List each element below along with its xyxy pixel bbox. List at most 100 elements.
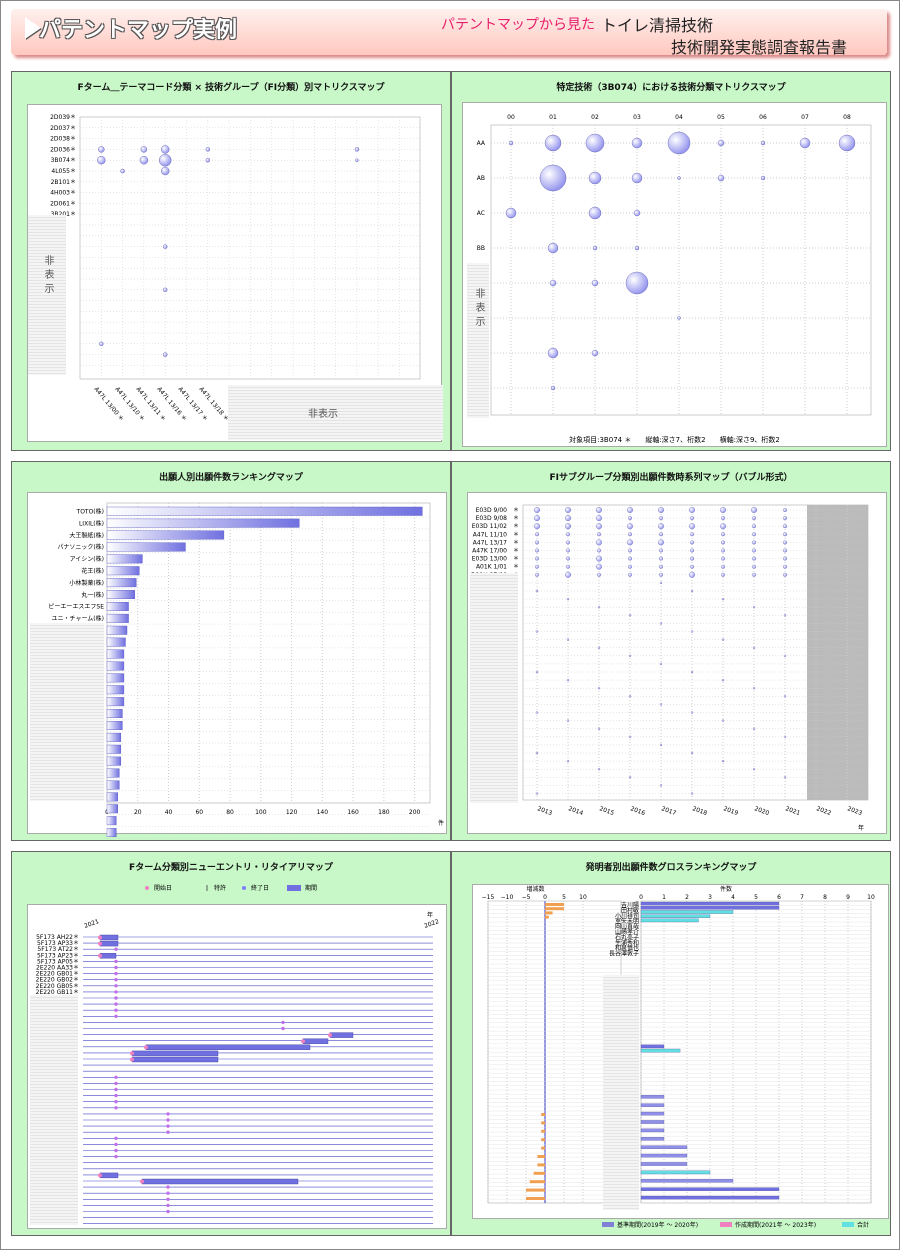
row-label: 2E220 GB01＊	[36, 971, 79, 978]
col-label: 03	[633, 114, 641, 121]
bubble	[752, 564, 756, 569]
change-bar	[529, 1180, 545, 1184]
bubble	[544, 134, 562, 152]
end-marker	[114, 990, 118, 994]
bubble	[721, 678, 725, 682]
tick-label: 140	[317, 809, 329, 816]
axis-title-left: 増減数	[526, 885, 544, 893]
bubble	[717, 174, 725, 182]
bubble	[659, 743, 663, 747]
bubble	[783, 556, 787, 561]
panel-title: 特定技術（3B074）における技術分類マトリクスマップ	[556, 83, 786, 93]
period-bar	[99, 940, 119, 947]
bubble	[205, 147, 211, 152]
end-marker	[242, 886, 246, 890]
row-label: 5F173 AP23＊	[37, 952, 79, 959]
bubble	[658, 539, 664, 546]
ranking-chart: 020406080100120140160180200件TOTO(株)LIXIL…	[48, 502, 444, 839]
tick-label: 100	[255, 809, 267, 816]
year-label: 2022	[815, 805, 832, 817]
bubble	[689, 523, 695, 530]
change-bar	[545, 915, 549, 919]
panel-inventor-ranking: 発明者別出願件数グロスランキングマップ 増減数 件数 −15 −10 −5 0 5 10 0 1 2…	[451, 851, 891, 1236]
bar	[106, 816, 117, 826]
change-bar	[526, 1197, 545, 1200]
bubble	[591, 349, 599, 357]
bubble	[547, 347, 559, 359]
change-bar	[537, 1155, 545, 1158]
bubble	[597, 646, 601, 649]
inventor-label: 長谷澤敦子	[609, 950, 639, 958]
end-marker	[114, 1075, 118, 1079]
plot-frame	[79, 116, 421, 380]
matrix-chart: 2D039＊ 2D037＊ 2D038＊ 2D036＊ 3B074＊ 4L055＊ 2B10…	[50, 114, 421, 423]
row-label: 2E220 GB05＊	[36, 983, 79, 990]
tick-label: 6	[777, 894, 781, 901]
row-label: 2D037＊	[50, 125, 76, 132]
end-label: 2022	[423, 918, 440, 930]
bubble	[162, 287, 168, 293]
hidden-rows-label: 非表示	[473, 288, 484, 330]
tick-label: 40	[165, 809, 173, 816]
row-label: 2B101＊	[51, 179, 76, 186]
bubble	[547, 242, 559, 254]
count-bar	[640, 910, 734, 914]
bubble	[752, 524, 756, 529]
col-label: 01	[549, 114, 557, 121]
year-label: 2021	[784, 805, 801, 817]
row-label: 4L055＊	[51, 168, 76, 175]
bubble	[597, 532, 601, 537]
bar	[106, 578, 137, 588]
bubble	[659, 622, 663, 625]
bubble	[565, 515, 571, 522]
period-bar	[131, 1056, 219, 1063]
bubble	[566, 548, 570, 553]
bubble	[139, 156, 149, 165]
bubble	[783, 654, 787, 657]
end-marker	[114, 996, 118, 1000]
bubble	[659, 572, 663, 577]
bubble	[689, 507, 695, 513]
bubble	[565, 507, 571, 513]
panel-title: Fターム分類別ニューエントリ・リタイアリマップ	[129, 863, 333, 873]
bubble	[690, 630, 694, 633]
legend-label: 期間	[305, 884, 317, 892]
bubble	[597, 768, 601, 771]
bar	[106, 590, 135, 600]
end-marker	[166, 1191, 170, 1195]
tick-label: 2	[685, 894, 689, 901]
start-marker	[328, 1033, 332, 1038]
tech-chart: 00 01 02 03 04 05 06 07 08 AA AB AC BB	[477, 114, 872, 416]
inventor-label: 田村敏	[621, 906, 639, 914]
bubble	[566, 597, 570, 601]
bubble	[721, 759, 725, 763]
bubble	[566, 759, 570, 763]
bubble	[508, 140, 514, 146]
applicant-label: 花王(株)	[81, 567, 104, 575]
bubble	[752, 548, 756, 553]
bubble	[625, 271, 649, 295]
hidden-rows	[470, 573, 518, 803]
bubble	[659, 581, 663, 585]
applicant-label: 丸一(株)	[81, 591, 104, 599]
start-marker	[98, 1173, 102, 1178]
bar	[106, 685, 125, 695]
bubble	[799, 137, 811, 149]
bubble	[659, 703, 663, 706]
count-bar	[640, 1170, 711, 1175]
tick-label: 10	[579, 894, 587, 901]
bubble	[721, 719, 725, 722]
end-marker	[114, 1154, 118, 1159]
bar	[106, 697, 125, 707]
row-label: 2D061＊	[50, 200, 76, 207]
change-bar	[545, 903, 564, 906]
bar	[106, 709, 123, 719]
bar	[106, 780, 120, 790]
bubble	[721, 564, 725, 569]
bubble	[158, 154, 172, 167]
year-label: 2014	[567, 805, 584, 817]
period-bar	[99, 953, 117, 959]
legend-label: 特許	[214, 884, 226, 892]
bubble	[535, 630, 539, 633]
bubble	[535, 556, 539, 561]
